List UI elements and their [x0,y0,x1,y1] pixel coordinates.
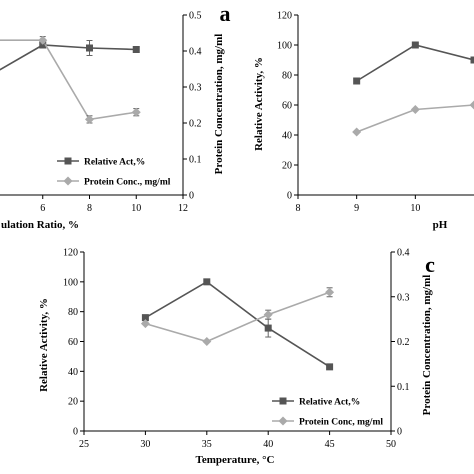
y2-axis-label: Protein Concentration, mg/ml [213,34,225,175]
y-tick-label: 40 [68,367,78,378]
x-axis-label: Temperature, °C [196,454,275,466]
data-point-square [203,278,211,286]
x-tick-label: 6 [40,203,45,214]
y-axis-label: Relative Activity, % [253,57,265,151]
y-axis-label: Relative Activity, % [38,298,50,392]
legend-swatch-marker [64,157,72,165]
panel-letter: c [425,252,435,277]
y2-tick-label: 0.3 [189,83,202,94]
legend-swatch-marker [279,397,287,405]
y2-axis-label: Protein Concentration, mg/ml [421,275,433,416]
y-tick-label: 120 [63,248,78,259]
y-tick-label: 20 [68,397,78,408]
data-point-square [86,44,93,52]
y2-tick-label: 0.4 [397,248,410,259]
x-tick-label: 50 [386,439,396,450]
data-point-diamond [38,35,48,45]
chart-panel-c: 25 30 35 40 45 5002040608010012000.10.20.30.4… [38,248,435,467]
x-tick-label: 25 [79,439,89,450]
data-point-square [353,77,361,85]
y-tick-label: 20 [282,161,292,172]
y2-tick-label: 0 [189,191,194,202]
data-point-diamond [140,319,150,329]
panel-letter: a [220,1,231,26]
data-point-diamond [263,310,273,320]
y2-tick-label: 0.1 [397,382,410,393]
x-tick-label: 45 [325,439,335,450]
y-tick-label: 80 [282,71,292,82]
y-tick-label: 80 [68,307,78,318]
data-point-diamond [469,100,474,110]
y2-tick-label: 0 [397,427,402,438]
legend-swatch-marker [63,176,73,186]
legend-swatch-marker [278,416,288,426]
data-point-diamond [202,337,212,346]
y-tick-label: 120 [277,11,292,22]
y2-tick-label: 0.1 [189,155,202,166]
y2-tick-label: 0.2 [397,337,410,348]
x-tick-label: 35 [202,439,212,450]
data-point-square [411,41,419,49]
series-line-square [356,44,474,82]
y-tick-label: 60 [68,337,78,348]
series-line-square [0,44,137,71]
data-point-square [470,56,474,64]
y2-tick-label: 0.5 [189,11,202,22]
legend-entry-label: Relative Act,% [84,158,145,168]
data-point-square [141,314,149,322]
data-point-diamond [85,114,94,124]
x-tick-label: 30 [140,439,150,450]
x-tick-label: 10 [131,203,141,214]
y2-tick-label: 0.2 [189,119,202,130]
x-tick-label: 8 [296,203,301,214]
x-axis-label: pH [433,219,448,231]
y2-tick-label: 0.3 [397,292,410,303]
data-point-diamond [325,287,335,297]
y-tick-label: 60 [282,101,292,112]
x-tick-label: 10 [410,203,420,214]
data-point-square [326,363,334,371]
x-tick-label: 40 [263,439,273,450]
data-point-diamond [0,39,1,41]
series-line-diamond [145,291,330,343]
x-tick-label: 8 [87,203,92,214]
x-tick-label: 12 [178,203,188,214]
data-point-square [264,324,272,332]
data-point-diamond [131,107,141,117]
y-tick-label: 0 [287,191,292,202]
y-tick-label: 0 [73,427,78,438]
y2-tick-label: 0.4 [189,47,202,58]
y-tick-label: 100 [63,277,78,288]
y-tick-label: 100 [277,41,292,52]
data-point-square [39,41,47,49]
plot-area [140,278,335,371]
data-point-diamond [352,127,362,137]
y-tick-label: 40 [282,131,292,142]
x-axis-label: ulation Ratio, % [1,219,79,231]
plot-area [0,35,141,124]
chart-panel-a: 6 8 10 120 0.1 0.2 0.3 0.4 0.5 ulation Ratio, % Pr… [0,1,231,231]
data-point-square [132,46,140,53]
series-line-diamond [0,39,137,121]
series-line-square [144,280,331,368]
x-tick-label: 9 [354,203,359,214]
data-point-diamond [410,105,420,114]
legend-entry-label: Relative Act,% [299,398,360,408]
legend-entry-label: Protein Conc, mg/ml [299,418,383,428]
plot-area [352,41,474,137]
legend-entry-label: Protein Conc., mg/ml [84,178,171,188]
